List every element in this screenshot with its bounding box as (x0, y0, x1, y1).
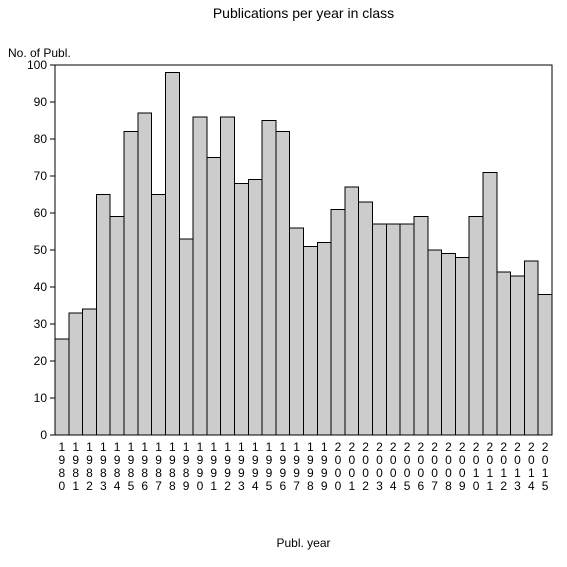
x-tick-label: 2008 (445, 440, 452, 493)
y-tick-label: 10 (34, 391, 48, 405)
x-tick-label: 2001 (348, 440, 355, 493)
bar (207, 158, 221, 436)
bar (83, 309, 97, 435)
x-tick-label: 1995 (266, 440, 273, 493)
bar (304, 246, 318, 435)
bar (138, 113, 152, 435)
bar (331, 209, 345, 435)
x-tick-label: 1993 (238, 440, 245, 493)
bar (96, 195, 110, 436)
y-tick-label: 70 (34, 169, 48, 183)
y-tick-label: 30 (34, 317, 48, 331)
x-tick-label: 2002 (362, 440, 369, 493)
x-tick-label: 2013 (514, 440, 521, 493)
y-tick-label: 60 (34, 206, 48, 220)
bar (497, 272, 511, 435)
x-tick-label: 1985 (128, 440, 135, 493)
y-tick-label: 20 (34, 354, 48, 368)
x-tick-label: 1997 (293, 440, 300, 493)
x-tick-label: 1996 (279, 440, 286, 493)
chart-title: Publications per year in class (213, 5, 394, 21)
bar (110, 217, 124, 435)
x-tick-label: 1998 (307, 440, 314, 493)
bar (317, 243, 331, 435)
bar (524, 261, 538, 435)
x-tick-label: 1986 (141, 440, 148, 493)
x-tick-label: 2004 (390, 440, 397, 493)
x-tick-label: 2003 (376, 440, 383, 493)
x-tick-label: 1981 (72, 440, 79, 493)
chart-container: Publications per year in classNo. of Pub… (0, 0, 567, 567)
bar (165, 72, 179, 435)
bar (55, 339, 69, 435)
y-tick-label: 50 (34, 243, 48, 257)
x-tick-label: 1999 (321, 440, 328, 493)
x-tick-label: 2007 (431, 440, 438, 493)
bar (400, 224, 414, 435)
x-tick-label: 1987 (155, 440, 162, 493)
bar (262, 121, 276, 436)
x-tick-label: 2010 (473, 440, 480, 493)
bar (359, 202, 373, 435)
bar (483, 172, 497, 435)
bar (69, 313, 83, 435)
bar (386, 224, 400, 435)
bar (290, 228, 304, 435)
bar (345, 187, 359, 435)
x-axis-label: Publ. year (276, 536, 330, 550)
x-tick-label: 1988 (169, 440, 176, 493)
bar (414, 217, 428, 435)
bar (152, 195, 166, 436)
bar (179, 239, 193, 435)
x-tick-label: 2006 (418, 440, 425, 493)
bar (428, 250, 442, 435)
bar (124, 132, 138, 435)
chart-svg: Publications per year in classNo. of Pub… (0, 0, 567, 567)
y-tick-label: 80 (34, 132, 48, 146)
x-tick-label: 1983 (100, 440, 107, 493)
x-tick-label: 1990 (197, 440, 204, 493)
bar (538, 294, 552, 435)
x-tick-label: 1989 (183, 440, 190, 493)
bar (248, 180, 262, 435)
x-tick-label: 2015 (542, 440, 549, 493)
x-tick-label: 1982 (86, 440, 93, 493)
x-tick-label: 1991 (210, 440, 217, 493)
x-tick-label: 2012 (500, 440, 507, 493)
x-tick-label: 2014 (528, 440, 535, 493)
bar (442, 254, 456, 435)
x-tick-label: 1984 (114, 440, 121, 493)
y-tick-label: 90 (34, 95, 48, 109)
x-tick-label: 2009 (459, 440, 466, 493)
x-tick-label: 1994 (252, 440, 259, 493)
bar (234, 183, 248, 435)
y-tick-label: 0 (40, 428, 47, 442)
x-tick-label: 2011 (487, 440, 494, 493)
y-tick-label: 100 (27, 58, 47, 72)
x-tick-label: 1992 (224, 440, 231, 493)
bar (193, 117, 207, 435)
x-tick-label: 2005 (404, 440, 411, 493)
x-tick-label: 1980 (59, 440, 66, 493)
bar (221, 117, 235, 435)
bar (373, 224, 387, 435)
bar (511, 276, 525, 435)
bar (276, 132, 290, 435)
bar (469, 217, 483, 435)
x-tick-label: 2000 (335, 440, 342, 493)
bar (455, 257, 469, 435)
y-tick-label: 40 (34, 280, 48, 294)
